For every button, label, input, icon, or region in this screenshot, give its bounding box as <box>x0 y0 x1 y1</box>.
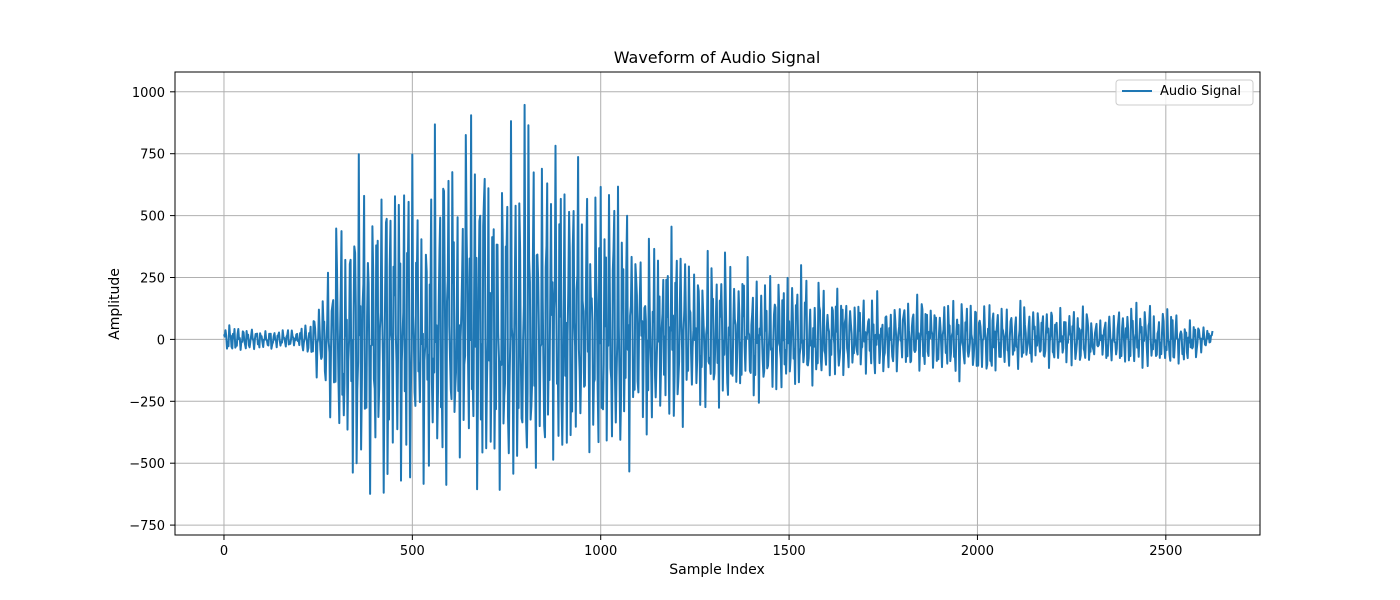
y-tick-label: −750 <box>129 519 165 534</box>
legend-box <box>1115 79 1254 106</box>
y-tick-label: 1000 <box>132 86 165 101</box>
y-tick-label: 0 <box>157 333 165 348</box>
x-tick-label: 2500 <box>1149 544 1182 559</box>
x-tick-label: 0 <box>220 544 228 559</box>
y-tick-label: −250 <box>129 395 165 410</box>
y-axis: −750 −500 −250 0 250 500 750 1000 <box>129 86 175 534</box>
legend-label: Audio Signal <box>1160 84 1241 99</box>
y-axis-label: Amplitude <box>107 268 123 340</box>
y-tick-label: 500 <box>140 210 165 225</box>
x-axis-label: Sample Index <box>669 562 764 578</box>
y-tick-label: −500 <box>129 457 165 472</box>
x-tick-label: 1000 <box>584 544 617 559</box>
x-tick-label: 500 <box>400 544 425 559</box>
x-axis: 0 500 1000 1500 2000 2500 <box>220 535 1182 559</box>
plot-frame <box>174 71 1261 536</box>
x-tick-label: 2000 <box>961 544 994 559</box>
x-tick-label: 1500 <box>773 544 806 559</box>
legend: Audio Signal <box>1115 79 1254 106</box>
chart-title: Waveform of Audio Signal <box>614 48 821 67</box>
series-audio-signal-line <box>223 103 1214 495</box>
y-tick-label: 750 <box>140 148 165 163</box>
y-tick-label: 250 <box>140 272 165 287</box>
